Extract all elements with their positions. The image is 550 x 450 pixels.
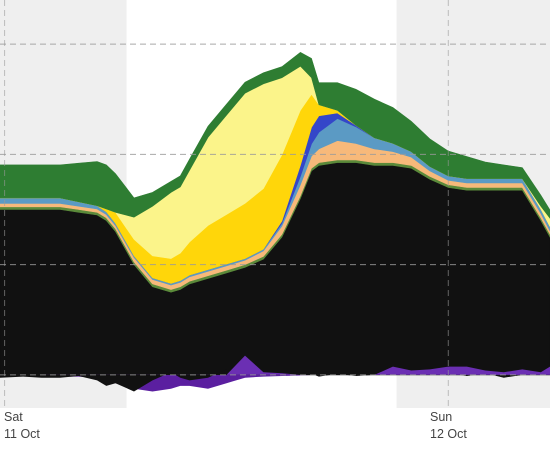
- tick-day-label-sat: Sat: [4, 410, 23, 424]
- gridlines: [0, 0, 550, 408]
- negative-areas: [0, 355, 550, 392]
- zero-line-fill: [0, 363, 550, 392]
- stacked-areas: [0, 52, 550, 376]
- positive-bump-fill: [0, 355, 550, 375]
- tick-date-label-sun: 12 Oct: [430, 427, 467, 441]
- tick-day-label-sun: Sun: [430, 410, 452, 424]
- x-axis-ticks: Sat 11 Oct Sun 12 Oct: [4, 410, 467, 441]
- tick-date-label-sat: 11 Oct: [4, 427, 40, 441]
- area-series-7: [0, 52, 550, 219]
